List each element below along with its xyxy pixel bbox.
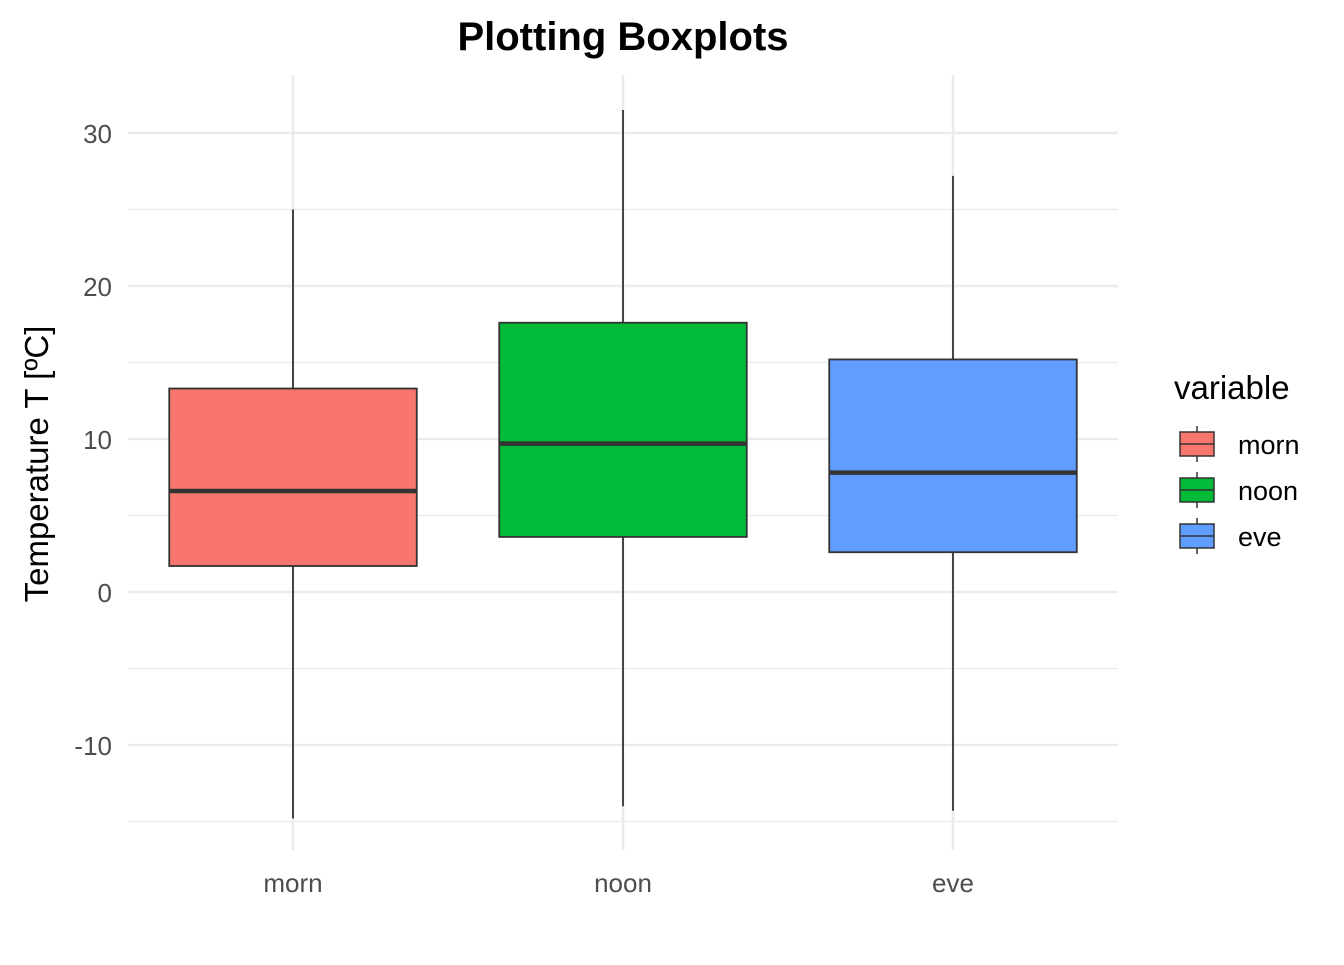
box-body (168, 387, 418, 567)
box-morn (168, 209, 418, 819)
legend: variable morn noon eve (1174, 369, 1300, 554)
legend-label: noon (1238, 476, 1298, 506)
legend-items: morn noon eve (1179, 426, 1300, 554)
legend-item-eve: eve (1179, 518, 1282, 554)
x-tick-label: noon (594, 868, 652, 898)
legend-item-morn: morn (1179, 426, 1300, 462)
chart-title: Plotting Boxplots (457, 15, 788, 59)
y-tick-label: -10 (74, 731, 112, 761)
y-tick-label: 30 (83, 119, 112, 149)
y-tick-label: 0 (98, 578, 112, 608)
y-tick-label: 10 (83, 425, 112, 455)
y-axis-label: Temperature T [ºC] (18, 326, 55, 603)
legend-title: variable (1174, 369, 1290, 406)
legend-item-noon: noon (1179, 472, 1298, 508)
box-body (498, 321, 748, 538)
box-noon (498, 110, 748, 807)
box-layer (168, 110, 1078, 819)
box-body (828, 358, 1078, 554)
box-eve (828, 175, 1078, 811)
x-tick-label: eve (932, 868, 974, 898)
y-tick-label: 20 (83, 272, 112, 302)
x-tick-label: morn (263, 868, 322, 898)
legend-label: eve (1238, 522, 1282, 552)
axis-layer: -10 0 10 20 30 morn noon eve (74, 119, 974, 898)
legend-label: morn (1238, 430, 1300, 460)
